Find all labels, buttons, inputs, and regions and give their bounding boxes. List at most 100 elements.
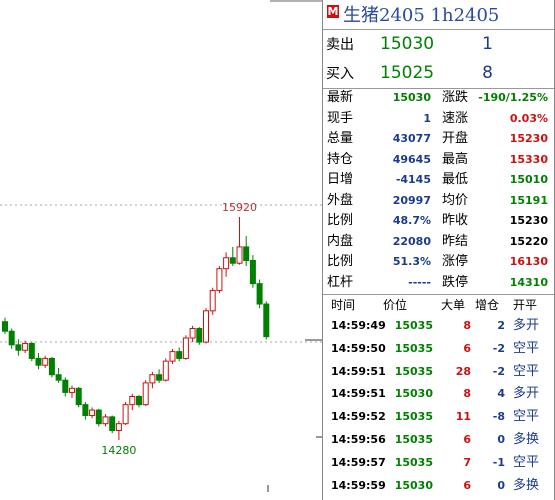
order-volume: 1 xyxy=(482,34,493,54)
stat-label: 总量 xyxy=(327,131,354,146)
trade-cell: 15035 xyxy=(394,341,433,355)
candle-body xyxy=(216,268,223,291)
candle-body xyxy=(35,357,42,366)
candle-body xyxy=(62,379,69,393)
stat-value: 15191 xyxy=(509,193,548,207)
trade-cell: 6 xyxy=(463,433,471,446)
trade-cell: 15030 xyxy=(394,478,433,492)
trade-cell: 14:59:56 xyxy=(331,433,386,446)
badge: M xyxy=(327,5,339,18)
trade-cell: 14:59:57 xyxy=(331,455,386,469)
candle-body xyxy=(28,342,35,359)
trade-cell: 多换 xyxy=(513,432,540,447)
candle-body xyxy=(196,328,203,343)
candle-body xyxy=(8,330,15,346)
stat-label: 昨结 xyxy=(442,233,469,249)
candle-body xyxy=(95,409,102,425)
candle-body xyxy=(55,374,62,381)
trade-cell: 多换 xyxy=(513,477,540,493)
candle-body xyxy=(229,257,236,264)
trade-header: 增仓 xyxy=(475,298,500,312)
candle-body xyxy=(223,257,230,270)
stat-label: 最低 xyxy=(442,172,469,187)
separator xyxy=(323,294,554,295)
candle-body xyxy=(176,351,183,359)
candle-body xyxy=(203,310,209,343)
candle-body xyxy=(22,342,29,351)
trade-cell: 多开 xyxy=(513,386,540,402)
order-label: 卖出 xyxy=(326,37,354,53)
trade-cell: 空平 xyxy=(513,363,540,379)
trade-cell: 15030 xyxy=(394,387,433,401)
candle-body xyxy=(109,416,116,431)
stat-value: 0.03% xyxy=(509,111,548,125)
trade-cell: -2 xyxy=(492,364,505,378)
stat-value: ----- xyxy=(408,275,431,289)
candle-body xyxy=(69,387,75,393)
order-price: 15030 xyxy=(380,34,435,54)
stat-value: 15230 xyxy=(509,132,548,145)
trade-cell: 空平 xyxy=(513,409,540,425)
high-label: 15920 xyxy=(222,201,257,214)
stat-label: 均价 xyxy=(442,192,469,208)
candle-body xyxy=(75,387,82,406)
trade-header: 价位 xyxy=(383,298,408,312)
trade-header: 开平 xyxy=(513,298,538,312)
trade-header: 大单 xyxy=(441,298,466,312)
quote-panel: M 生猪2405 1h2405 卖出 15030 1 买入 15025 8 最新 15030 涨… xyxy=(322,0,555,500)
trade-cell: 4 xyxy=(497,387,505,401)
candle-body xyxy=(209,289,216,312)
trade-cell: 14:59:49 xyxy=(331,319,386,332)
trade-cell: -2 xyxy=(492,341,505,355)
stat-label: 内盘 xyxy=(327,233,354,249)
candle-body xyxy=(256,283,263,305)
trade-cell: 多开 xyxy=(513,318,540,333)
stat-label: 杠杆 xyxy=(327,274,354,290)
stat-value: 15230 xyxy=(509,214,548,227)
separator xyxy=(323,88,554,89)
stat-label: 速涨 xyxy=(442,110,469,126)
candle-body xyxy=(48,357,55,376)
candle-body xyxy=(82,404,89,417)
candle-body xyxy=(89,409,96,417)
trade-cell: 14:59:50 xyxy=(331,341,386,355)
trade-cell: -8 xyxy=(492,410,505,424)
stat-value: 51.3% xyxy=(392,255,431,268)
stat-label: 现手 xyxy=(327,110,354,126)
candle-body xyxy=(162,360,169,381)
candle-body xyxy=(142,382,149,406)
trade-cell: 15035 xyxy=(394,364,433,378)
stat-label: 涨停 xyxy=(442,254,469,269)
trade-cell: 15035 xyxy=(394,433,433,446)
candle-body xyxy=(263,303,270,338)
candle-body xyxy=(182,337,189,359)
stat-value: 22080 xyxy=(392,234,431,248)
trade-cell: 28 xyxy=(455,364,471,378)
stat-value: 16130 xyxy=(509,255,548,268)
trade-cell: 14:59:51 xyxy=(331,364,386,378)
stat-value: 14310 xyxy=(509,275,548,289)
candle-body xyxy=(2,321,8,332)
order-label: 买入 xyxy=(326,66,354,82)
candle-body xyxy=(42,357,49,366)
candle-body xyxy=(122,404,129,425)
trade-cell: 15035 xyxy=(394,319,433,332)
stat-label: 比例 xyxy=(327,254,354,269)
trade-cell: 15035 xyxy=(394,410,433,424)
stat-value: 15030 xyxy=(392,91,431,104)
candle-body xyxy=(102,416,109,425)
candle-body xyxy=(236,246,243,264)
stat-value: 49645 xyxy=(392,152,431,166)
stat-value: 20997 xyxy=(392,193,431,207)
stat-label: 开盘 xyxy=(442,131,469,146)
trade-cell: 14:59:52 xyxy=(331,410,386,424)
contract-title: 生猪2405 1h2405 xyxy=(343,5,500,26)
candle-body xyxy=(169,351,176,362)
trade-cell: 0 xyxy=(497,478,505,492)
candle-body xyxy=(189,328,196,339)
trade-cell: 6 xyxy=(463,478,471,492)
trade-cell: 8 xyxy=(463,319,471,332)
trade-cell: 11 xyxy=(455,410,471,424)
trade-cell: 7 xyxy=(463,455,471,469)
